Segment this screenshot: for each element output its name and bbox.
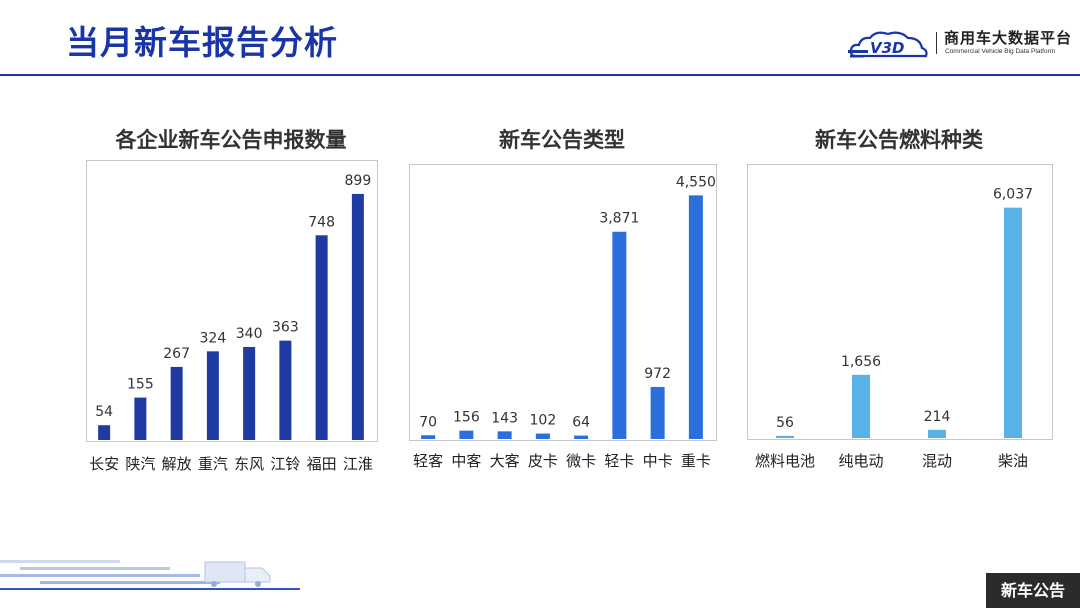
speed-lines-truck-decoration (0, 560, 300, 590)
chart-title-type: 新车公告类型 (499, 128, 625, 152)
page-title: 当月新车报告分析 (66, 23, 338, 62)
enterprise-bar-4 (243, 346, 256, 440)
type-value-label-5: 3,871 (599, 211, 639, 227)
fuel-bar-1 (852, 374, 870, 438)
fuel-category-label-1: 纯电动 (838, 452, 883, 470)
type-bar-2 (497, 431, 512, 439)
fuel-value-label-2: 214 (924, 409, 951, 425)
enterprise-bar-5 (279, 340, 292, 440)
type-bar-5 (612, 231, 627, 439)
enterprise-category-label-1: 陕汽 (125, 455, 155, 473)
type-category-label-2: 大客 (490, 452, 520, 470)
enterprise-bar-3 (206, 351, 219, 440)
type-category-label-7: 重卡 (681, 452, 711, 470)
enterprise-value-label-6: 748 (308, 214, 335, 230)
footer-section-tag: 新车公告 (986, 573, 1080, 608)
logo-mark-text: V3D (870, 39, 905, 57)
enterprise-value-label-4: 340 (236, 326, 263, 342)
fuel-bar-3 (1004, 207, 1022, 438)
chart-frame-fuel (747, 164, 1053, 440)
chart-frame-type (409, 164, 717, 441)
fuel-category-label-0: 燃料电池 (755, 452, 815, 470)
fuel-value-label-1: 1,656 (841, 354, 881, 370)
enterprise-bar-2 (170, 366, 183, 440)
fuel-bar-0 (776, 435, 794, 438)
type-category-label-3: 皮卡 (528, 452, 558, 470)
fuel-category-label-2: 混动 (922, 452, 952, 470)
type-category-label-0: 轻客 (413, 452, 443, 470)
enterprise-category-label-2: 解放 (162, 455, 192, 473)
fuel-value-label-0: 56 (776, 415, 794, 431)
truck-cloud-logo-icon: V3D (848, 31, 928, 58)
type-value-label-2: 143 (491, 410, 518, 426)
type-value-label-7: 4,550 (676, 174, 716, 190)
enterprise-bar-6 (315, 235, 328, 440)
enterprise-value-label-5: 363 (272, 320, 299, 336)
fuel-category-label-3: 柴油 (998, 452, 1028, 470)
type-bar-4 (574, 435, 589, 439)
type-bar-0 (421, 435, 436, 439)
enterprise-bar-1 (134, 397, 147, 440)
logo-subtitle: Commercial Vehicle Big Data Platform (945, 48, 1056, 55)
logo-separator (936, 32, 937, 54)
type-category-label-6: 中卡 (643, 452, 673, 470)
type-category-label-1: 中客 (451, 452, 481, 470)
logo-name: 商用车大数据平台 (944, 29, 1073, 47)
chart-title-fuel: 新车公告燃料种类 (815, 128, 983, 152)
type-bar-1 (459, 430, 474, 439)
enterprise-value-label-0: 54 (95, 404, 113, 420)
enterprise-value-label-7: 899 (345, 173, 372, 189)
header-divider (0, 74, 1080, 76)
enterprise-bar-0 (98, 425, 111, 440)
fuel-value-label-3: 6,037 (993, 187, 1033, 203)
enterprise-bar-7 (351, 193, 364, 440)
type-category-label-4: 微卡 (566, 452, 596, 470)
enterprise-category-label-3: 重汽 (198, 455, 228, 473)
type-value-label-4: 64 (572, 415, 590, 431)
enterprise-value-label-2: 267 (163, 346, 190, 362)
enterprise-category-label-0: 长安 (89, 455, 119, 473)
enterprise-value-label-1: 155 (127, 377, 154, 393)
enterprise-category-label-4: 东风 (234, 455, 264, 473)
enterprise-category-label-7: 江淮 (343, 455, 373, 473)
type-value-label-6: 972 (644, 366, 671, 382)
chart-frame-enterprise (86, 160, 378, 442)
brand-logo: V3D 商用车大数据平台 Commercial Vehicle Big Data… (848, 26, 1078, 62)
type-value-label-3: 102 (530, 413, 557, 429)
type-bar-3 (535, 433, 550, 439)
enterprise-category-label-5: 江铃 (270, 455, 300, 473)
type-value-label-0: 70 (419, 414, 437, 430)
chart-title-enterprise: 各企业新车公告申报数量 (115, 128, 347, 152)
type-category-label-5: 轻卡 (604, 452, 634, 470)
type-value-label-1: 156 (453, 410, 480, 426)
enterprise-category-label-6: 福田 (307, 455, 337, 473)
enterprise-value-label-3: 324 (200, 330, 227, 346)
type-bar-7 (688, 195, 703, 439)
fuel-bar-2 (928, 429, 946, 438)
type-bar-6 (650, 386, 665, 439)
